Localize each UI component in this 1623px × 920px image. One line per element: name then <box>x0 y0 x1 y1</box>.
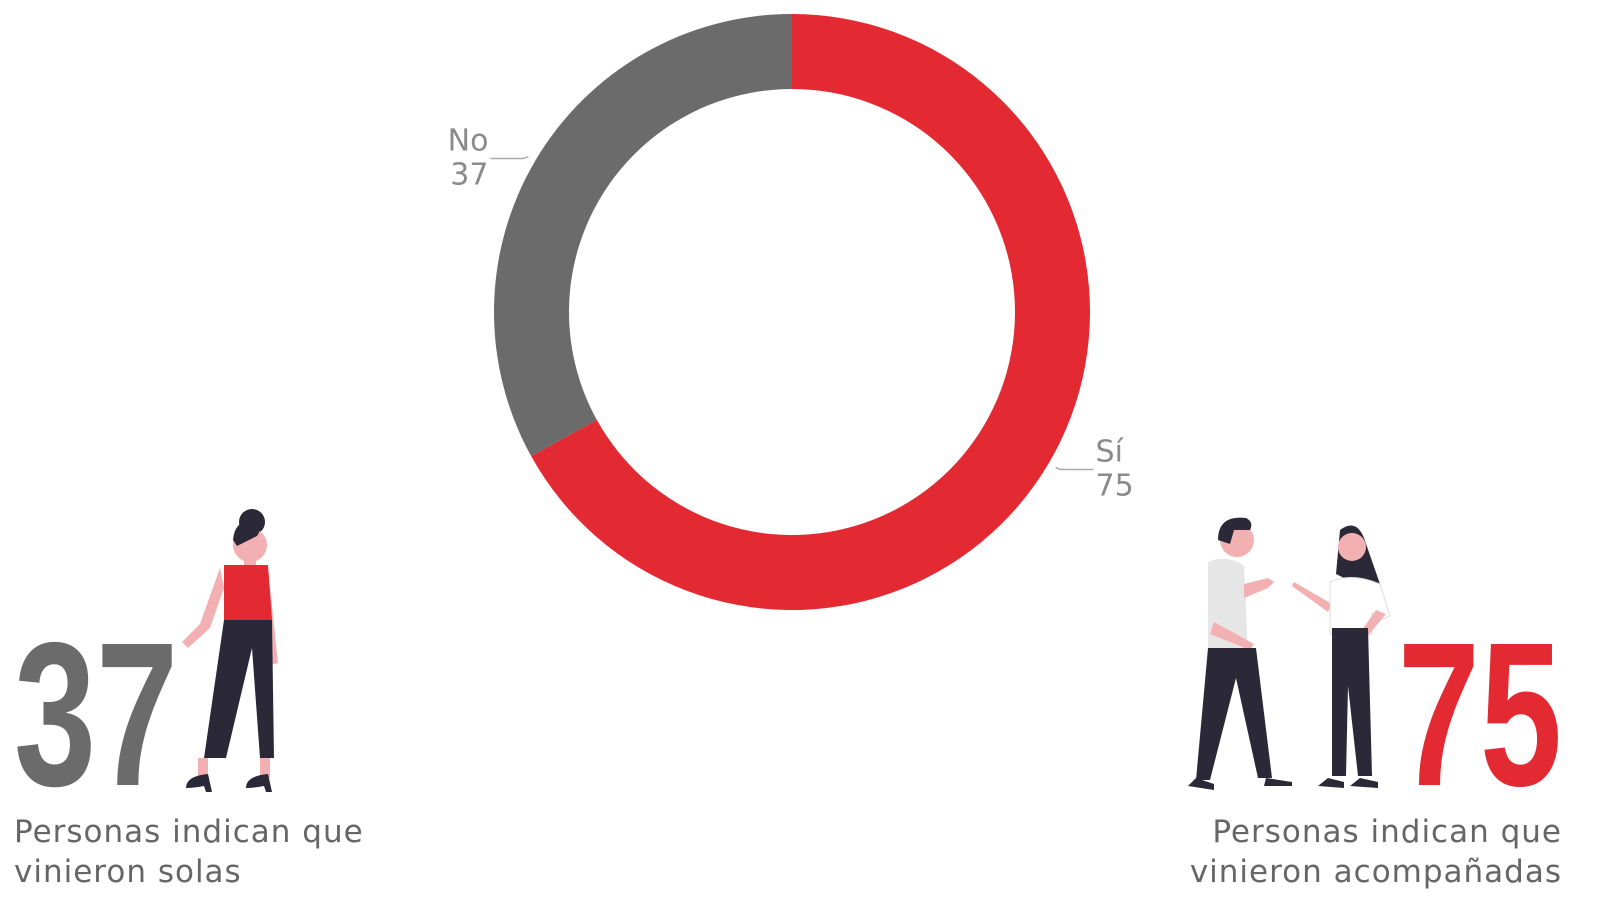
caption: Personas indican que <box>14 814 364 850</box>
data-label-value: 75 <box>1096 468 1134 503</box>
caption: vinieron solas <box>14 854 242 890</box>
leader-line <box>1055 466 1094 471</box>
data-label-category: No <box>448 124 489 159</box>
big-number: 37 <box>14 599 178 829</box>
caption: vinieron acompañadas <box>1190 854 1562 890</box>
data-label-category: Sí <box>1096 434 1125 469</box>
donut-segment <box>493 14 792 457</box>
caption: Personas indican que <box>1212 814 1562 850</box>
big-number: 75 <box>1398 599 1562 829</box>
woman-illustration <box>182 509 278 792</box>
couple-illustration <box>1188 517 1391 790</box>
data-label-value: 37 <box>450 158 488 193</box>
leader-line <box>490 155 529 160</box>
